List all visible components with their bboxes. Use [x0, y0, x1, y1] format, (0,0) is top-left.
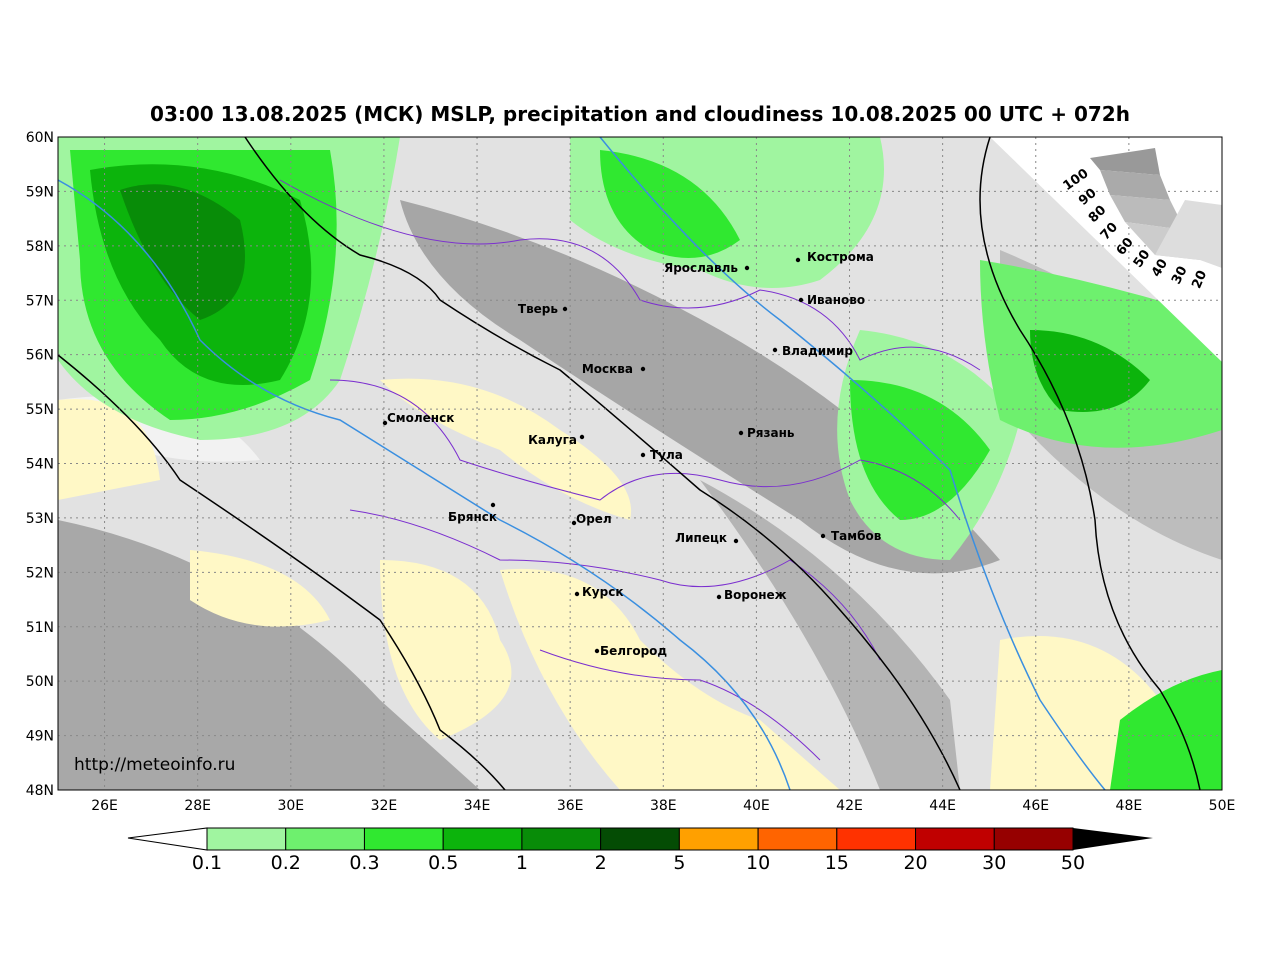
colorbar-label: 0.3	[349, 852, 379, 874]
city-label: Москва	[582, 362, 633, 376]
colorbar-min	[127, 827, 208, 851]
city-dot	[571, 520, 577, 526]
colorbar-max	[1073, 828, 1153, 850]
city-label: Брянск	[448, 510, 497, 524]
map-layer: http://meteoinfo.ru Кострома Ярославль Ива…	[58, 137, 1222, 790]
city-label: Тула	[650, 448, 683, 462]
lon-label: 46E	[1022, 798, 1049, 814]
city-label: Кострома	[807, 250, 874, 264]
city-label: Иваново	[807, 293, 865, 307]
city-dot	[382, 420, 388, 426]
city-label: Владимир	[782, 344, 853, 358]
colorbar-label: 50	[1061, 852, 1085, 874]
lon-label: 28E	[184, 798, 211, 814]
lat-label: 57N	[26, 293, 54, 309]
colorbar-label: 0.5	[428, 852, 458, 874]
colorbar-label: 10	[746, 852, 770, 874]
city-dot	[820, 533, 826, 539]
map-frame	[57, 136, 1223, 791]
lat-label: 58N	[26, 239, 54, 255]
city-label: Тамбов	[831, 529, 882, 543]
lon-label: 34E	[464, 798, 491, 814]
city-dot	[562, 306, 568, 312]
city-label: Рязань	[747, 426, 795, 440]
city-dot	[798, 297, 804, 303]
cloud-scale-label: 30	[1169, 264, 1191, 287]
colorbar-segment	[757, 827, 838, 851]
lon-label: 42E	[836, 798, 863, 814]
city-dot	[490, 502, 496, 508]
lat-label: 51N	[26, 620, 54, 636]
city-label: Липецк	[675, 531, 727, 545]
title: 03:00 13.08.2025 (МСК) MSLP, precipitati…	[150, 102, 1130, 126]
city-dot	[738, 430, 744, 436]
lat-label: 56N	[26, 348, 54, 364]
lat-label: 48N	[26, 783, 54, 799]
city-dot	[772, 347, 778, 353]
colorbar-segment	[600, 827, 680, 851]
colorbar-label: 30	[982, 852, 1006, 874]
colorbar-segment	[442, 827, 523, 851]
lon-label: 32E	[371, 798, 398, 814]
colorbar-segment	[206, 827, 287, 851]
lon-label: 44E	[929, 798, 956, 814]
colorbar-label: 0.2	[271, 852, 301, 874]
city-label: Калуга	[528, 433, 577, 447]
city-dot	[640, 366, 646, 372]
city-dot	[594, 648, 600, 654]
lon-label: 36E	[557, 798, 584, 814]
city-label: Воронеж	[724, 588, 787, 602]
lon-label: 30E	[277, 798, 304, 814]
city-label: Белгород	[600, 644, 667, 658]
city-dot	[579, 434, 585, 440]
lon-label: 50E	[1209, 798, 1236, 814]
city-label: Ярославль	[664, 261, 738, 275]
city-label: Смоленск	[387, 411, 454, 425]
colorbar-segment	[836, 827, 917, 851]
city-label: Орел	[576, 512, 612, 526]
city-dot	[574, 591, 580, 597]
lat-label: 55N	[26, 402, 54, 418]
lon-label: 48E	[1116, 798, 1143, 814]
lat-label: 59N	[26, 184, 54, 200]
lon-label: 38E	[650, 798, 677, 814]
colorbar-label: 15	[825, 852, 849, 874]
colorbar-segment	[678, 827, 759, 851]
colorbar-segment	[521, 827, 602, 851]
cloud-scale	[1090, 148, 1222, 268]
lat-label: 49N	[26, 729, 54, 745]
city-dot	[733, 538, 739, 544]
cloud-scale-label: 20	[1189, 268, 1210, 291]
colorbar-segment	[915, 827, 995, 851]
city-dot	[640, 452, 646, 458]
city-label: Тверь	[518, 302, 559, 316]
colorbar-label: 1	[516, 852, 528, 874]
lon-label: 40E	[743, 798, 770, 814]
colorbar-segment	[285, 827, 365, 851]
colorbar-segment	[993, 827, 1074, 851]
lat-label: 53N	[26, 511, 54, 527]
city-dot	[716, 594, 722, 600]
colorbar-label: 0.1	[192, 852, 222, 874]
lat-label: 54N	[26, 457, 54, 473]
lat-label: 60N	[26, 130, 54, 146]
colorbar-segment	[363, 827, 444, 851]
colorbar-label: 2	[595, 852, 607, 874]
lat-label: 52N	[26, 565, 54, 581]
city-dot	[795, 257, 801, 263]
lon-label: 26E	[91, 798, 118, 814]
colorbar-label: 5	[673, 852, 685, 874]
url: http://meteoinfo.ru	[74, 755, 235, 775]
city-label: Курск	[582, 585, 623, 599]
city-dot	[744, 265, 750, 271]
lat-label: 50N	[26, 674, 54, 690]
colorbar-label: 20	[903, 852, 927, 874]
